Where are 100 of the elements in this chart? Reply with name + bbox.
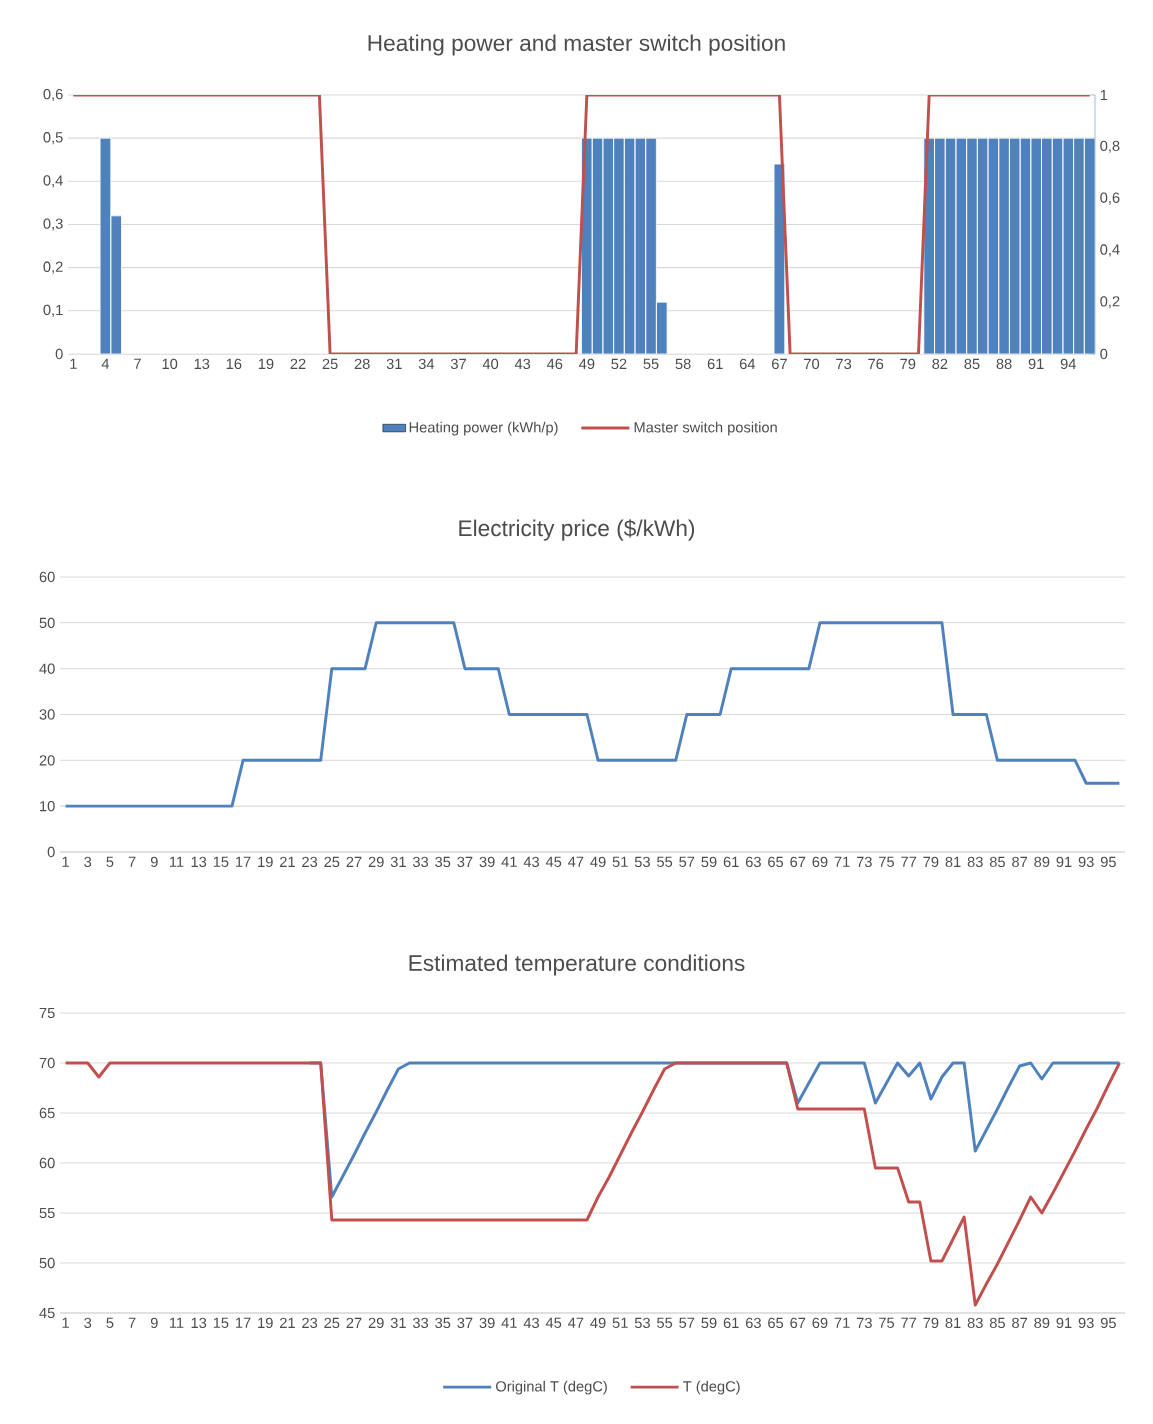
x-tick-label: 13 <box>194 358 210 370</box>
y-tick-label: 65 <box>39 1107 55 1119</box>
y-tick-label: 0,3 <box>43 218 63 231</box>
x-tick-label: 53 <box>634 1317 650 1329</box>
y-tick-label: 45 <box>39 1307 55 1319</box>
x-tick-label: 79 <box>900 358 916 370</box>
x-tick-label: 75 <box>879 1317 895 1328</box>
y-tick-label: 50 <box>39 1257 55 1269</box>
x-tick-label: 31 <box>390 1317 406 1329</box>
x-tick-label: 57 <box>679 856 695 867</box>
x-tick-label: 34 <box>418 358 435 370</box>
x-tick-label: 39 <box>479 1317 495 1329</box>
x-tick-label: 67 <box>790 1317 806 1329</box>
x-tick-label: 91 <box>1028 358 1044 370</box>
x-tick-label: 40 <box>482 358 499 370</box>
x-tick-label: 33 <box>412 1317 429 1329</box>
x-tick-label: 73 <box>856 1317 872 1329</box>
x-tick-label: 63 <box>745 1317 761 1329</box>
x-tick-label: 63 <box>745 856 761 868</box>
x-tick-label: 88 <box>996 358 1012 370</box>
x-tick-label: 95 <box>1100 1317 1116 1329</box>
y-tick-label: 0,5 <box>43 132 63 145</box>
y2-tick-label: 0,6 <box>1100 192 1120 205</box>
x-tick-label: 3 <box>84 1317 92 1329</box>
x-tick-label: 91 <box>1056 1317 1072 1329</box>
x-tick-label: 19 <box>258 1317 273 1329</box>
x-tick-label: 37 <box>457 856 473 868</box>
legend-label: Original T (degC) <box>496 1380 607 1395</box>
x-tick-label: 81 <box>945 856 961 868</box>
y-tick-label: 0,2 <box>43 261 63 274</box>
x-tick-label: 25 <box>322 358 338 370</box>
x-tick-label: 77 <box>901 1317 917 1328</box>
chart-title: Electricity price ($/kWh) <box>459 519 695 541</box>
x-tick-label: 46 <box>546 358 563 370</box>
x-tick-label: 77 <box>901 856 917 867</box>
x-tick-label: 71 <box>834 856 850 867</box>
x-tick-label: 45 <box>545 1317 562 1328</box>
x-tick-label: 69 <box>812 1317 828 1329</box>
x-tick-label: 19 <box>258 856 273 868</box>
y-tick-label: 70 <box>39 1057 55 1069</box>
x-tick-label: 51 <box>612 1317 628 1328</box>
x-tick-label: 61 <box>707 358 723 370</box>
x-tick-label: 23 <box>302 856 318 868</box>
y2-tick-label: 1 <box>1100 89 1108 101</box>
x-tick-label: 75 <box>879 856 895 867</box>
legend-label: Master switch position <box>634 421 777 436</box>
x-tick-label: 25 <box>324 856 340 868</box>
x-tick-label: 13 <box>191 1317 207 1329</box>
x-tick-label: 11 <box>169 856 184 867</box>
x-tick-label: 91 <box>1056 856 1072 868</box>
y-tick-label: 30 <box>39 709 55 720</box>
x-tick-label: 43 <box>523 1317 539 1329</box>
x-tick-label: 5 <box>106 856 114 867</box>
x-tick-label: 15 <box>213 1317 229 1328</box>
x-tick-label: 1 <box>70 358 77 369</box>
y-tick-label: 50 <box>39 617 55 629</box>
x-tick-label: 43 <box>523 856 539 868</box>
x-tick-label: 28 <box>354 358 370 370</box>
x-tick-label: 17 <box>236 1317 251 1328</box>
x-tick-label: 51 <box>612 856 628 867</box>
x-tick-label: 73 <box>856 856 872 868</box>
x-tick-label: 85 <box>964 358 980 370</box>
x-tick-label: 1 <box>62 856 69 867</box>
x-tick-label: 5 <box>106 1317 114 1328</box>
x-tick-label: 27 <box>346 1317 362 1328</box>
x-tick-label: 64 <box>739 358 756 370</box>
x-tick-label: 87 <box>1012 1317 1028 1329</box>
x-tick-label: 52 <box>611 358 627 370</box>
x-tick-label: 58 <box>675 358 691 370</box>
x-tick-label: 3 <box>84 856 92 868</box>
x-tick-label: 37 <box>457 1317 473 1329</box>
x-tick-label: 47 <box>568 1317 584 1328</box>
x-tick-label: 27 <box>346 856 362 867</box>
x-tick-label: 9 <box>150 856 158 868</box>
x-tick-label: 55 <box>643 358 659 369</box>
y2-tick-label: 0,8 <box>1100 140 1120 153</box>
x-tick-label: 35 <box>435 856 451 868</box>
y-tick-label: 0 <box>47 846 55 858</box>
x-tick-label: 31 <box>390 856 406 868</box>
x-tick-label: 1 <box>62 1317 69 1328</box>
x-tick-label: 37 <box>450 358 466 370</box>
x-tick-label: 45 <box>545 856 562 867</box>
x-tick-label: 39 <box>479 856 495 868</box>
x-tick-label: 22 <box>290 358 306 369</box>
x-tick-label: 76 <box>868 358 884 370</box>
x-tick-label: 85 <box>989 1317 1005 1329</box>
legend-label: T (degC) <box>683 1380 740 1395</box>
x-tick-label: 79 <box>923 1317 939 1329</box>
x-tick-label: 70 <box>804 358 820 370</box>
x-tick-label: 65 <box>768 1317 784 1329</box>
x-tick-label: 82 <box>932 358 948 370</box>
x-tick-label: 43 <box>514 358 531 370</box>
chart-title: Estimated temperature conditions <box>409 954 745 976</box>
x-tick-label: 87 <box>1012 856 1028 868</box>
x-tick-label: 67 <box>772 358 787 370</box>
x-tick-label: 41 <box>501 1317 517 1328</box>
x-tick-label: 10 <box>162 358 178 370</box>
x-tick-label: 93 <box>1078 856 1094 868</box>
x-tick-label: 57 <box>679 1317 695 1328</box>
x-tick-label: 81 <box>945 1317 961 1329</box>
